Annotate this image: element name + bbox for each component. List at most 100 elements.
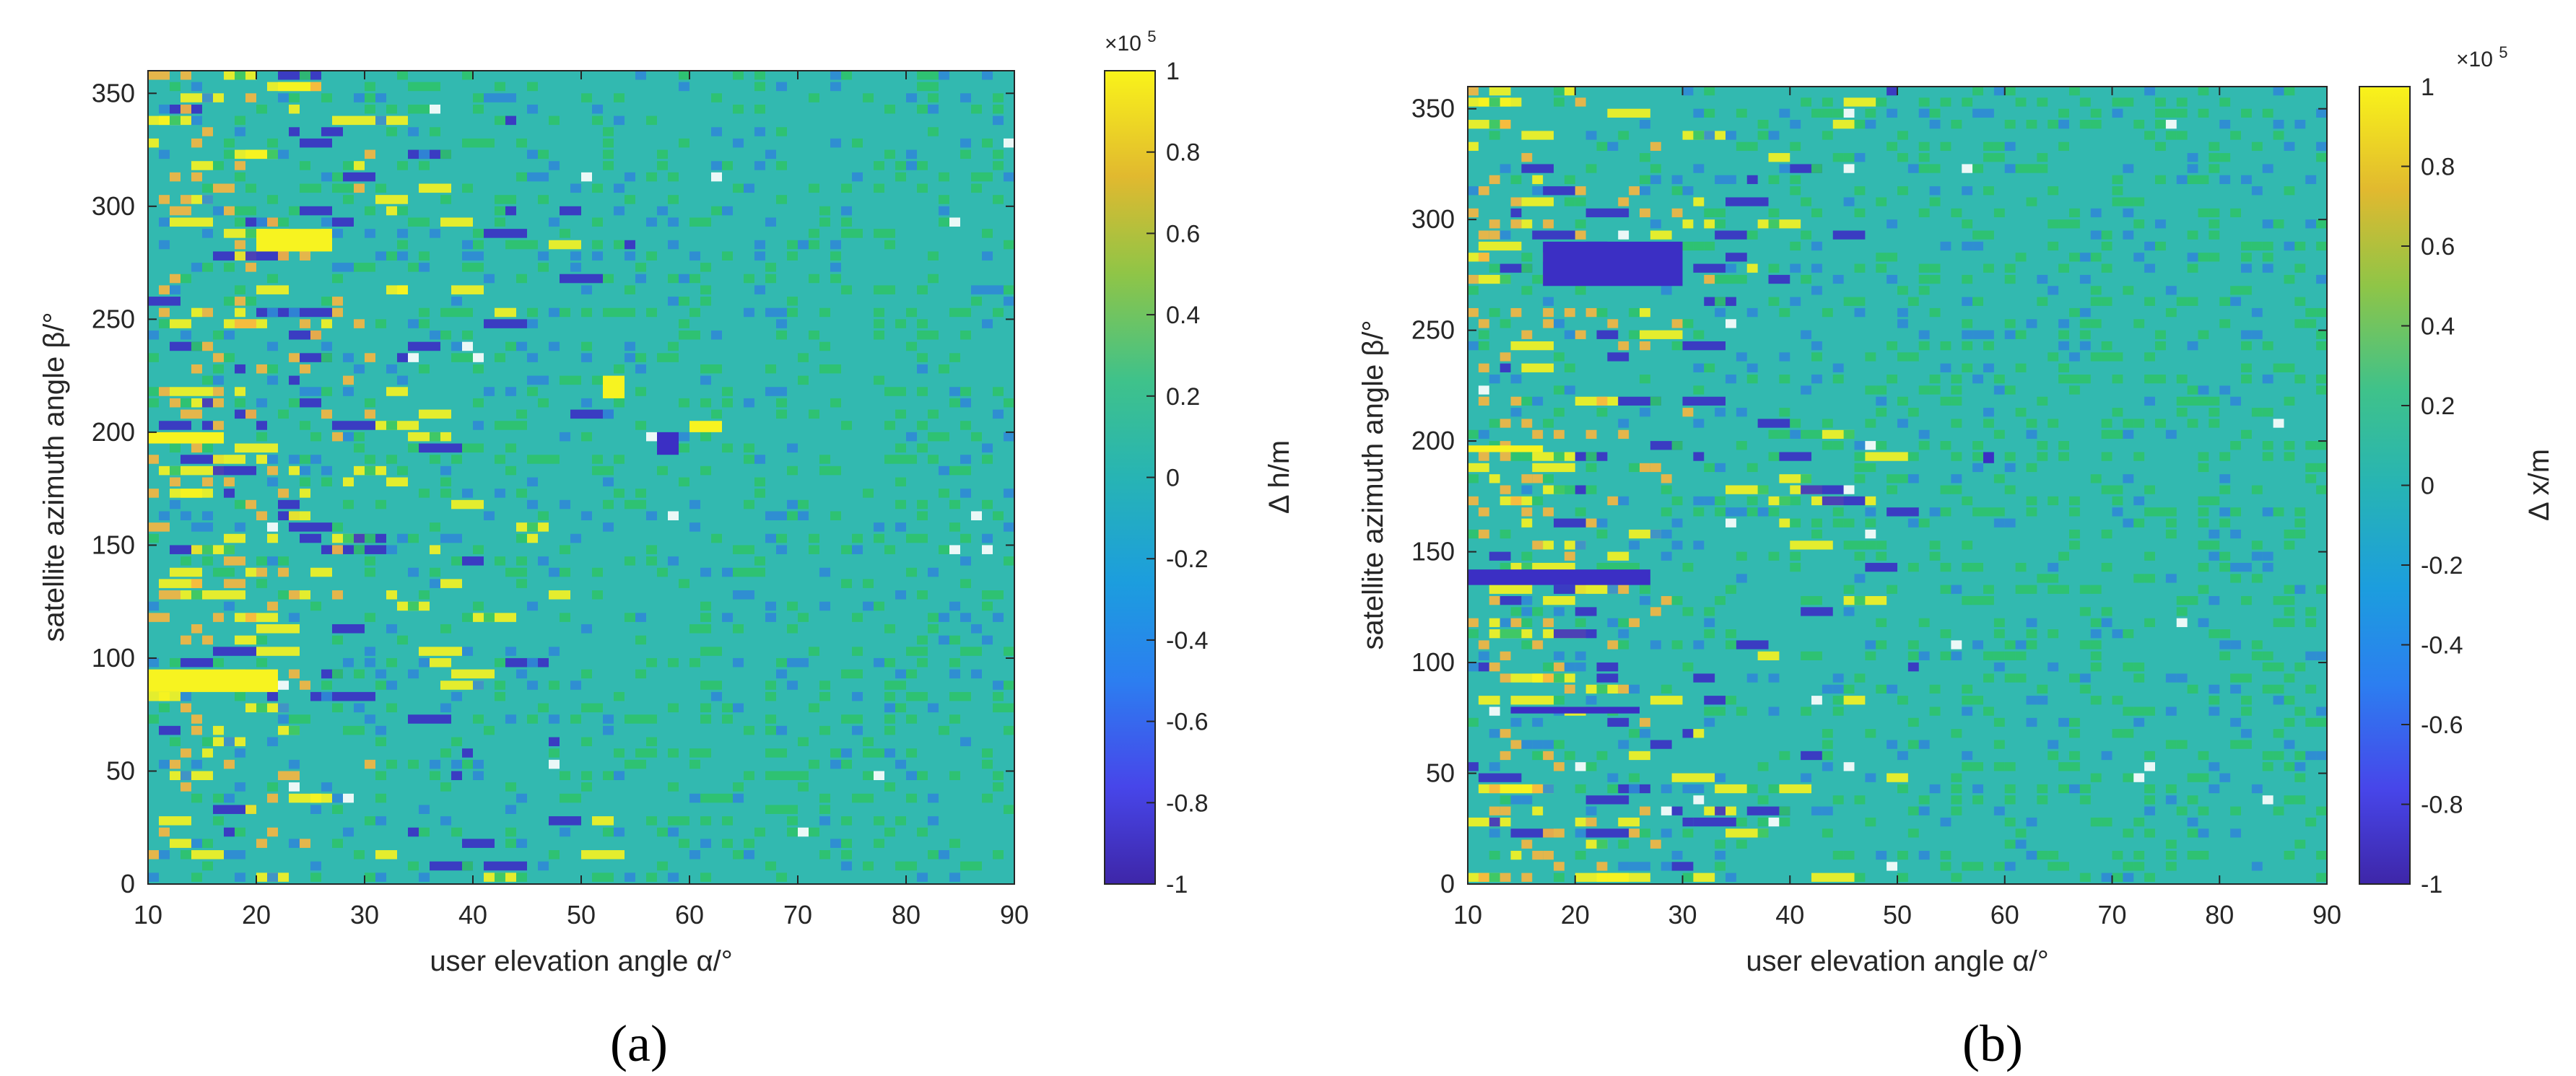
heatmap-cell xyxy=(235,71,245,80)
heatmap-cell xyxy=(1682,186,1694,196)
heatmap-cell xyxy=(256,364,267,374)
heatmap-cell xyxy=(1746,784,1758,794)
heatmap-cell xyxy=(1629,751,1650,761)
heatmap-cell xyxy=(365,714,375,724)
heatmap-cell xyxy=(1951,729,1962,738)
heatmap-cell xyxy=(1907,562,1919,572)
heatmap-cell xyxy=(2004,274,2016,284)
heatmap-cell xyxy=(505,206,516,216)
heatmap-cell xyxy=(1801,607,1833,616)
heatmap-cell xyxy=(462,839,495,848)
heatmap-cell xyxy=(1865,518,1876,528)
heatmap-cell xyxy=(332,115,365,126)
heatmap-cell xyxy=(191,522,202,532)
heatmap-cell xyxy=(1832,696,1844,705)
heatmap-cell xyxy=(906,455,917,464)
colorbar-tick-label: 1 xyxy=(1166,58,1180,85)
heatmap-cell xyxy=(2112,352,2123,362)
heatmap-cell xyxy=(1661,784,1672,794)
colorbar-tick-label: -0.8 xyxy=(1166,789,1209,817)
heatmap-cell xyxy=(971,861,982,871)
heatmap-cell xyxy=(1640,729,1650,738)
heatmap-cell xyxy=(1693,131,1705,140)
heatmap-cell xyxy=(1811,263,1822,273)
heatmap-cell xyxy=(700,601,711,611)
heatmap-cell xyxy=(202,861,213,871)
heatmap-cell xyxy=(2198,175,2209,185)
heatmap-cell xyxy=(451,353,462,362)
heatmap-cell xyxy=(505,647,516,656)
heatmap-cell xyxy=(1521,618,1533,627)
heatmap-cell xyxy=(776,533,787,543)
colorbar-tick-label: 0.8 xyxy=(2421,154,2455,181)
heatmap-cell xyxy=(625,613,635,622)
heatmap-cell xyxy=(722,613,733,622)
heatmap-cell xyxy=(267,195,278,204)
heatmap-cell xyxy=(570,793,581,803)
heatmap-cell xyxy=(906,432,917,442)
heatmap-cell xyxy=(1489,87,1511,96)
heatmap-cell xyxy=(830,71,841,80)
heatmap-cell xyxy=(300,71,310,80)
heatmap-cell xyxy=(2079,375,2091,384)
heatmap-cell xyxy=(841,748,852,758)
heatmap-cell xyxy=(754,251,765,261)
heatmap-cell xyxy=(170,759,180,769)
heatmap-cell xyxy=(1715,230,1747,240)
heatmap-cell xyxy=(267,793,278,803)
heatmap-cell xyxy=(289,511,310,520)
heatmap-cell xyxy=(1832,441,1844,450)
heatmap-cell xyxy=(2241,263,2252,273)
heatmap-cell xyxy=(722,793,733,803)
heatmap-cell xyxy=(310,805,321,814)
heatmap-cell xyxy=(906,714,917,724)
heatmap-cell xyxy=(148,714,159,724)
heatmap-cell xyxy=(2209,684,2220,694)
heatmap-cell xyxy=(993,161,1004,170)
heatmap-cell xyxy=(1661,862,1672,871)
heatmap-cell xyxy=(2101,607,2112,616)
heatmap-cell xyxy=(1940,562,1951,572)
heatmap-cell xyxy=(1972,330,1983,339)
heatmap-cell xyxy=(592,104,603,114)
heatmap-cell xyxy=(971,647,982,656)
heatmap-cell xyxy=(722,398,733,408)
heatmap-cell xyxy=(462,71,473,80)
x-tick-label: 10 xyxy=(134,900,162,930)
heatmap-cell xyxy=(668,827,679,837)
heatmap-cell xyxy=(451,499,484,509)
heatmap-cell xyxy=(2219,385,2231,395)
heatmap-cell xyxy=(1811,696,1822,705)
heatmap-cell xyxy=(1768,784,1780,794)
heatmap-cell xyxy=(365,613,375,622)
heatmap-cell xyxy=(300,681,310,690)
heatmap-cell xyxy=(2090,297,2102,306)
heatmap-cell xyxy=(787,499,798,509)
heatmap-cell xyxy=(1661,529,1672,539)
heatmap-cell xyxy=(1500,595,1522,605)
heatmap-cell xyxy=(744,443,754,453)
heatmap-cell xyxy=(1962,164,1973,173)
heatmap-cell xyxy=(1004,432,1014,442)
heatmap-feature xyxy=(1543,241,1683,287)
heatmap-cell xyxy=(1510,408,1522,417)
heatmap-cell xyxy=(2015,562,2027,572)
heatmap-cell xyxy=(1554,429,1565,439)
heatmap-cell xyxy=(657,161,668,170)
heatmap-cell xyxy=(1726,319,1736,328)
heatmap-cell xyxy=(2079,673,2091,683)
heatmap-cell xyxy=(1521,562,1533,572)
heatmap-cell xyxy=(1704,208,1715,218)
heatmap-cell xyxy=(343,183,354,193)
heatmap-cell xyxy=(971,511,982,520)
heatmap-cell xyxy=(700,297,711,306)
heatmap-cell xyxy=(2165,707,2177,716)
heatmap-cell xyxy=(982,499,993,509)
heatmap-cell xyxy=(1993,507,2005,517)
heatmap-cell xyxy=(245,567,256,577)
heatmap-cell xyxy=(928,409,939,419)
heatmap-cell xyxy=(267,138,278,148)
heatmap-cell xyxy=(603,714,614,724)
heatmap-cell xyxy=(267,217,278,227)
heatmap-cell xyxy=(1726,696,1736,705)
